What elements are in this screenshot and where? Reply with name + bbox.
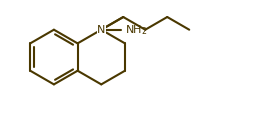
Text: N: N [97,25,105,35]
Text: NH$_2$: NH$_2$ [125,23,147,37]
